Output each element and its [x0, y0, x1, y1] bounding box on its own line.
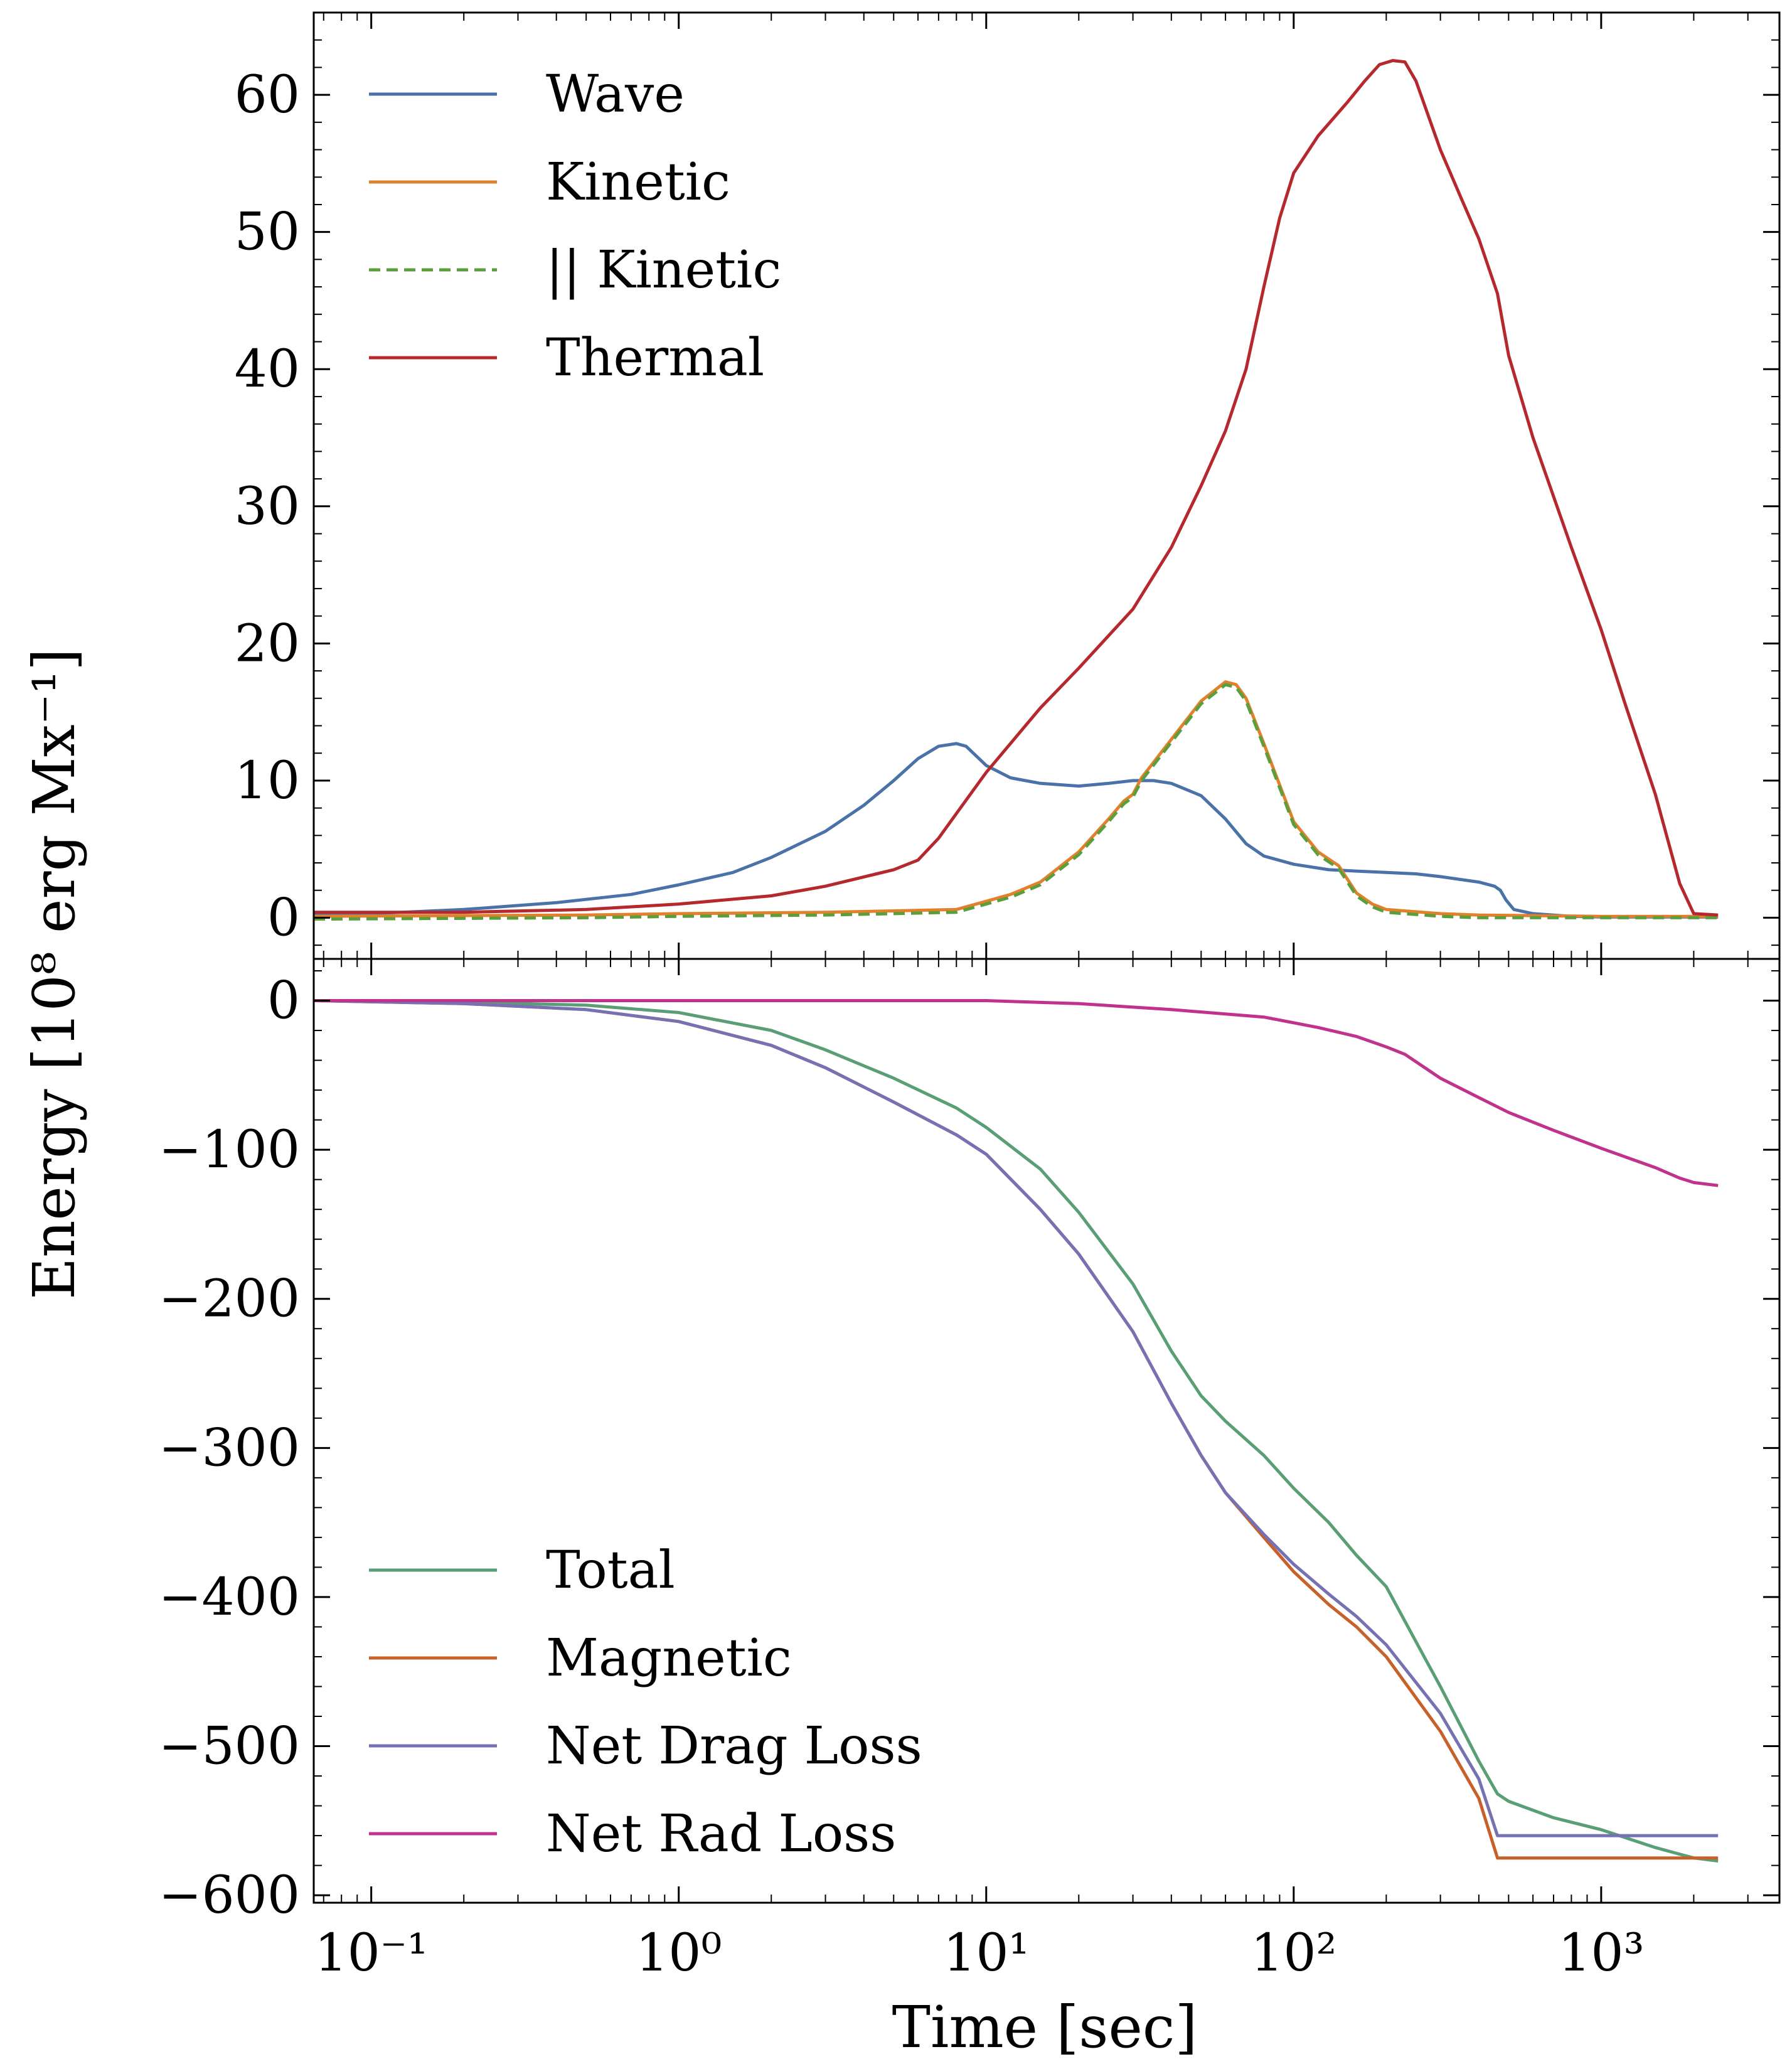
top-panel-ticks	[314, 12, 1779, 959]
top-panel-frame	[312, 11, 1781, 960]
bottom-panel: 0−100−200−300−400−500−600 10⁻¹ 10⁰ 10¹ 10² 1…	[159, 958, 1781, 1983]
legend-label: Wave	[546, 65, 685, 124]
y-tick-label: −100	[159, 1120, 300, 1180]
series-line-kinetic	[314, 680, 1719, 918]
y-tick-label: 0	[267, 888, 300, 948]
legend-label: Net Rad Loss	[546, 1804, 896, 1864]
legend-label: Magnetic	[546, 1628, 792, 1688]
top-panel: 0 10 20 30 40 50 60 Wave Kinetic || Kinetic Therm…	[235, 11, 1781, 960]
legend-label: Net Drag Loss	[546, 1716, 922, 1776]
y-tick-label: 0	[267, 971, 300, 1031]
x-tick-label: 10¹	[943, 1923, 1029, 1983]
series-line-thermal	[314, 59, 1719, 917]
y-tick-label: −500	[159, 1717, 300, 1777]
bottom-panel-x-tick-labels: 10⁻¹ 10⁰ 10¹ 10² 10³	[314, 1923, 1644, 1983]
x-axis-label: Time [sec]	[892, 1994, 1198, 2061]
y-tick-label: 50	[235, 203, 300, 262]
bottom-panel-ticks	[314, 959, 1779, 1903]
bottom-panel-frame	[312, 958, 1781, 1904]
legend-label: || Kinetic	[546, 240, 781, 300]
y-tick-label: 20	[235, 614, 300, 673]
bottom-panel-data-lines	[314, 999, 1719, 1863]
legend-label: Kinetic	[546, 152, 730, 212]
y-tick-label: 40	[235, 340, 300, 399]
top-panel-legend: Wave Kinetic || Kinetic Thermal	[369, 65, 781, 388]
legend-label: Thermal	[546, 328, 764, 388]
series-line-total	[314, 999, 1719, 1863]
y-tick-label: −400	[159, 1568, 300, 1627]
x-tick-label: 10⁰	[636, 1923, 722, 1983]
series-line-net-rad-loss	[314, 999, 1719, 1187]
y-tick-label: 30	[235, 477, 300, 537]
y-tick-label: −600	[159, 1866, 300, 1925]
legend-label: Total	[546, 1541, 675, 1600]
x-tick-label: 10⁻¹	[314, 1923, 428, 1983]
y-tick-label: 60	[235, 65, 300, 125]
series-line-wave	[314, 742, 1719, 919]
y-axis-label: Energy [10⁸ erg Mx⁻¹]	[21, 648, 88, 1300]
series-line-kinetic	[314, 683, 1719, 921]
series-line-magnetic	[314, 999, 1719, 1860]
y-tick-label: −300	[159, 1418, 300, 1478]
series-line-net-drag-loss	[314, 999, 1719, 1837]
x-tick-label: 10³	[1558, 1923, 1644, 1983]
y-tick-label: −200	[159, 1270, 300, 1329]
y-tick-label: 10	[235, 751, 300, 811]
x-tick-label: 10²	[1251, 1923, 1336, 1983]
bottom-panel-legend: Total Magnetic Net Drag Loss Net Rad Loss	[369, 1541, 922, 1864]
bottom-panel-y-tick-labels: 0 −100 −200 −300 −400 −500 −600	[159, 971, 300, 1926]
top-panel-y-tick-labels: 0 10 20 30 40 50 60	[235, 65, 300, 948]
top-panel-data-lines	[314, 59, 1719, 921]
